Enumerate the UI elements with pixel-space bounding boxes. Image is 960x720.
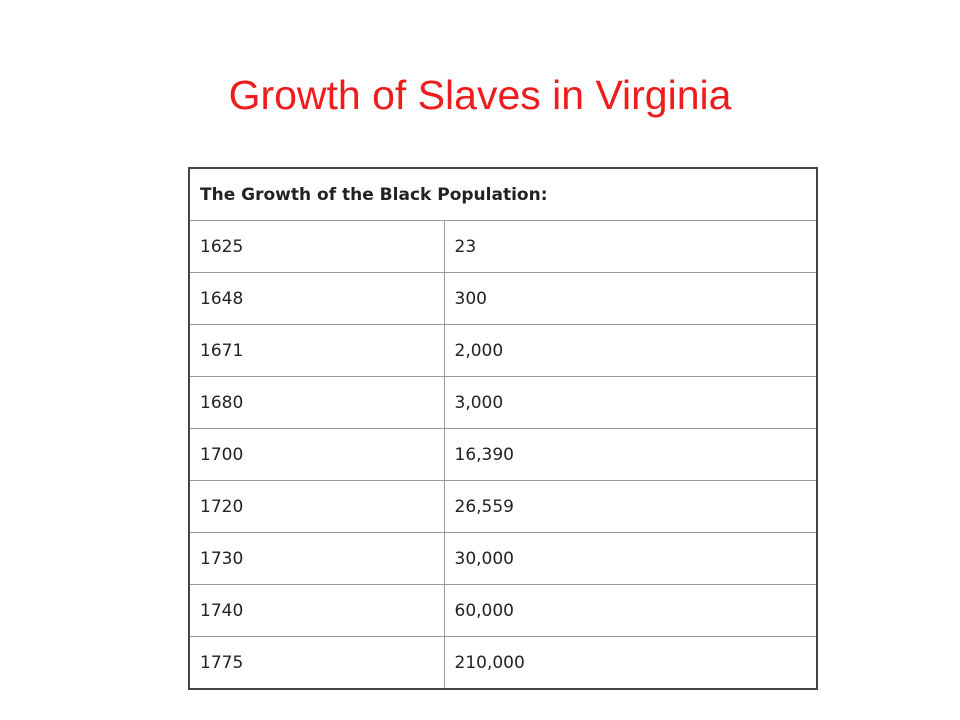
- year-cell: 1775: [188, 636, 445, 690]
- population-cell: 26,559: [443, 480, 818, 533]
- population-cell: 23: [443, 220, 818, 273]
- year-cell: 1720: [188, 480, 445, 533]
- table-row: 1730 30,000: [188, 532, 818, 585]
- population-cell: 2,000: [443, 324, 818, 377]
- population-cell: 16,390: [443, 428, 818, 481]
- table-row: 1648 300: [188, 272, 818, 325]
- slide-title: Growth of Slaves in Virginia: [228, 72, 732, 118]
- year-cell: 1700: [188, 428, 445, 481]
- population-cell: 60,000: [443, 584, 818, 637]
- table-row: 1700 16,390: [188, 428, 818, 481]
- population-cell: 210,000: [443, 636, 818, 690]
- table-body: 1625 23 1648 300 1671 2,000 1680 3,000 1700 16,39…: [188, 220, 818, 690]
- population-cell: 300: [443, 272, 818, 325]
- year-cell: 1730: [188, 532, 445, 585]
- year-cell: 1625: [188, 220, 445, 273]
- population-table: The Growth of the Black Population: 1625…: [188, 167, 818, 690]
- year-cell: 1740: [188, 584, 445, 637]
- year-cell: 1680: [188, 376, 445, 429]
- table-row: 1680 3,000: [188, 376, 818, 429]
- header-row: The Growth of the Black Population:: [188, 167, 818, 221]
- table-row: 1671 2,000: [188, 324, 818, 377]
- population-cell: 3,000: [443, 376, 818, 429]
- table-row: 1625 23: [188, 220, 818, 273]
- table-row: 1720 26,559: [188, 480, 818, 533]
- table-header: The Growth of the Black Population:: [188, 167, 818, 221]
- table-row: 1740 60,000: [188, 584, 818, 637]
- table-row: 1775 210,000: [188, 636, 818, 690]
- year-cell: 1648: [188, 272, 445, 325]
- population-cell: 30,000: [443, 532, 818, 585]
- year-cell: 1671: [188, 324, 445, 377]
